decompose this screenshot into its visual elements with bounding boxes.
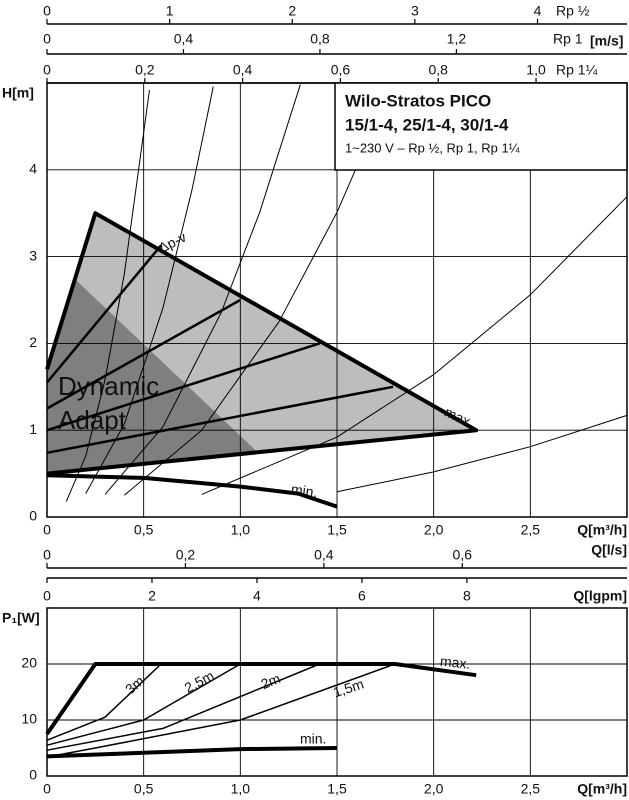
x-tick-label: 2,0 <box>424 522 444 538</box>
secondary-axis-label: Rp 1¼ <box>556 62 598 78</box>
secondary-tick-label: 0,8 <box>310 31 330 47</box>
y-axis-label: P₁[W] <box>2 610 40 626</box>
secondary-tick-label: 0,2 <box>135 62 155 78</box>
x-tick-label: 0 <box>43 781 51 797</box>
x-tick-label: 0,5 <box>134 781 154 797</box>
series-line <box>45 211 479 476</box>
series-label: 2,5m <box>182 667 217 696</box>
series-line <box>65 89 150 502</box>
secondary-tick-label: 0,8 <box>428 62 448 78</box>
secondary-tick-label: 2 <box>148 588 156 604</box>
series-label: min. <box>300 731 326 747</box>
series-line <box>336 414 628 493</box>
annotation: Δp-v <box>156 229 189 256</box>
series-line <box>46 473 338 509</box>
y-tick-label: 10 <box>21 711 37 727</box>
series-line <box>46 385 394 455</box>
title-frame <box>334 82 628 171</box>
secondary-tick-label: 4 <box>534 3 542 19</box>
chart-title: Wilo-Stratos PICO <box>345 91 491 110</box>
series-line <box>45 662 477 736</box>
secondary-tick-label: 0,4 <box>174 31 194 47</box>
series-line <box>201 196 628 495</box>
series-line <box>46 746 338 759</box>
x-tick-label: 1,5 <box>327 781 347 797</box>
secondary-tick-label: 0,6 <box>453 547 473 563</box>
series-line <box>46 663 241 746</box>
series-label: 2m <box>259 670 283 692</box>
y-tick-label: 0 <box>29 508 37 524</box>
secondary-axis-unit: [m/s] <box>590 33 623 49</box>
secondary-tick-label: 0 <box>43 31 51 47</box>
y-tick-label: 2 <box>29 334 37 350</box>
secondary-tick-label: 3 <box>411 3 419 19</box>
series-line <box>46 663 320 751</box>
y-tick-label: 20 <box>21 655 37 671</box>
x-tick-label: 0,5 <box>134 522 154 538</box>
secondary-tick-label: 0,4 <box>233 62 253 78</box>
series-label: min. <box>290 481 318 501</box>
secondary-tick-label: 1 <box>166 3 174 19</box>
secondary-tick-label: 2 <box>288 3 296 19</box>
x-tick-label: 2,5 <box>521 781 541 797</box>
series-line <box>46 298 241 410</box>
x-axis-label: Q[m³/h] <box>577 522 627 538</box>
series-line <box>46 663 162 741</box>
y-tick-label: 0 <box>29 767 37 783</box>
x-tick-label: 2,0 <box>424 781 444 797</box>
x-axis-label: Q[m³/h] <box>577 781 627 797</box>
secondary-tick-label: 0,6 <box>331 62 351 78</box>
secondary-axis-label: Rp 1 <box>553 31 583 47</box>
secondary-tick-label: 0 <box>43 547 51 563</box>
secondary-tick-label: 0 <box>43 62 51 78</box>
secondary-tick-label: 1,0 <box>526 62 546 78</box>
x-tick-label: 1,0 <box>231 522 251 538</box>
secondary-tick-label: 8 <box>463 588 471 604</box>
secondary-tick-label: 1,2 <box>447 31 467 47</box>
series-label: 1,5m <box>331 676 366 701</box>
y-axis-label: H[m] <box>2 85 34 101</box>
title-box: Wilo-Stratos PICO 15/1-4, 25/1-4, 30/1-4… <box>334 82 628 171</box>
series-line <box>104 84 301 495</box>
secondary-tick-label: 0,4 <box>314 547 334 563</box>
secondary-tick-label: 0 <box>43 3 51 19</box>
area-label: Dynamic <box>58 371 159 401</box>
secondary-tick-label: 0,2 <box>176 547 196 563</box>
x-tick-label: 2,5 <box>521 522 541 538</box>
x-tick-label: 1,5 <box>327 522 347 538</box>
secondary-axis-label: Q[l/s] <box>591 542 627 558</box>
x-tick-label: 1,0 <box>231 781 251 797</box>
series-line <box>85 86 214 494</box>
plot-frame <box>46 607 628 777</box>
secondary-tick-label: 6 <box>358 588 366 604</box>
chart-subtitle: 1~230 V – Rp ½, Rp 1, Rp 1¼ <box>345 140 520 155</box>
y-tick-label: 1 <box>29 421 37 437</box>
x-tick-label: 0 <box>43 522 51 538</box>
series-line <box>46 663 396 758</box>
series-line <box>46 244 163 384</box>
series-label: max. <box>439 653 471 672</box>
secondary-tick-label: 4 <box>253 588 261 604</box>
secondary-axis-label: Q[lgpm] <box>573 588 627 604</box>
chart-subtitle: 15/1-4, 25/1-4, 30/1-4 <box>345 115 509 134</box>
y-tick-label: 4 <box>29 161 37 177</box>
y-tick-label: 3 <box>29 247 37 263</box>
secondary-tick-label: 0 <box>43 588 51 604</box>
secondary-axis-label: Rp ½ <box>556 3 590 19</box>
